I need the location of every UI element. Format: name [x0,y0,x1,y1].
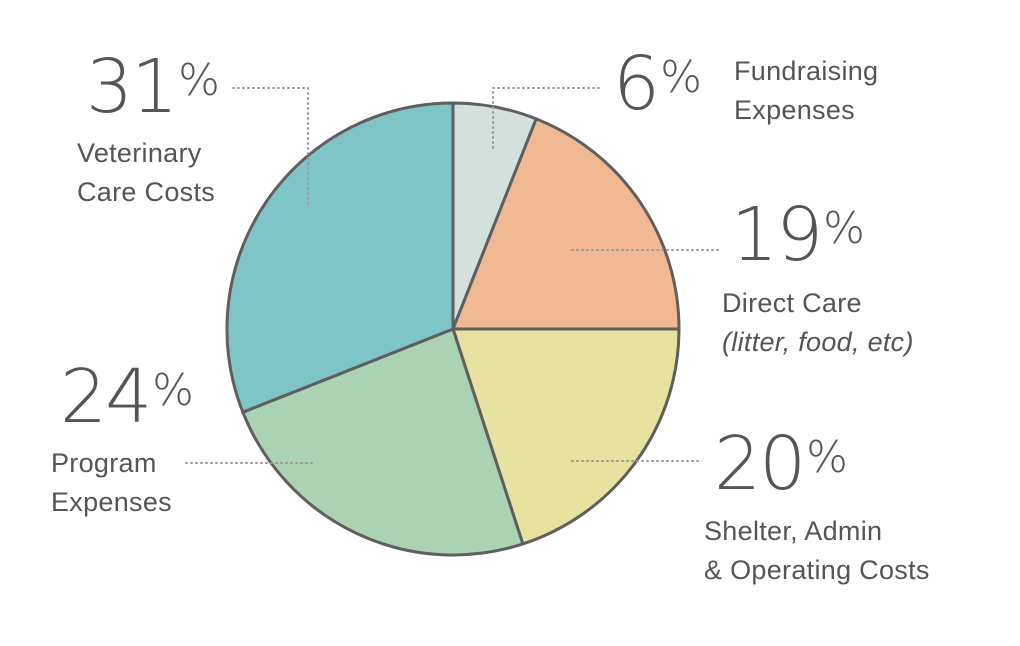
pie-slice-shelter-admin [451,327,681,546]
value-label-direct-care: 19% [731,192,865,278]
category-label-direct-care: Direct Care (litter, food, etc) [722,288,914,357]
value-label-veterinary: 31% [86,44,220,130]
value-label-shelter-admin: 20% [714,421,848,507]
category-label-veterinary: Veterinary Care Costs [77,138,216,207]
category-label-fundraising: Fundraising Expenses [734,56,879,125]
value-label-fundraising: 6% [613,41,702,127]
category-label-shelter-admin: Shelter, Admin & Operating Costs [704,516,930,585]
category-label-program: Program Expenses [51,448,172,517]
pie-slice-veterinary [225,101,455,414]
leader-line-fundraising [492,87,603,149]
pie-slice-direct-care [451,117,681,331]
value-label-program: 24% [60,354,194,440]
leader-line-veterinary [232,87,309,206]
